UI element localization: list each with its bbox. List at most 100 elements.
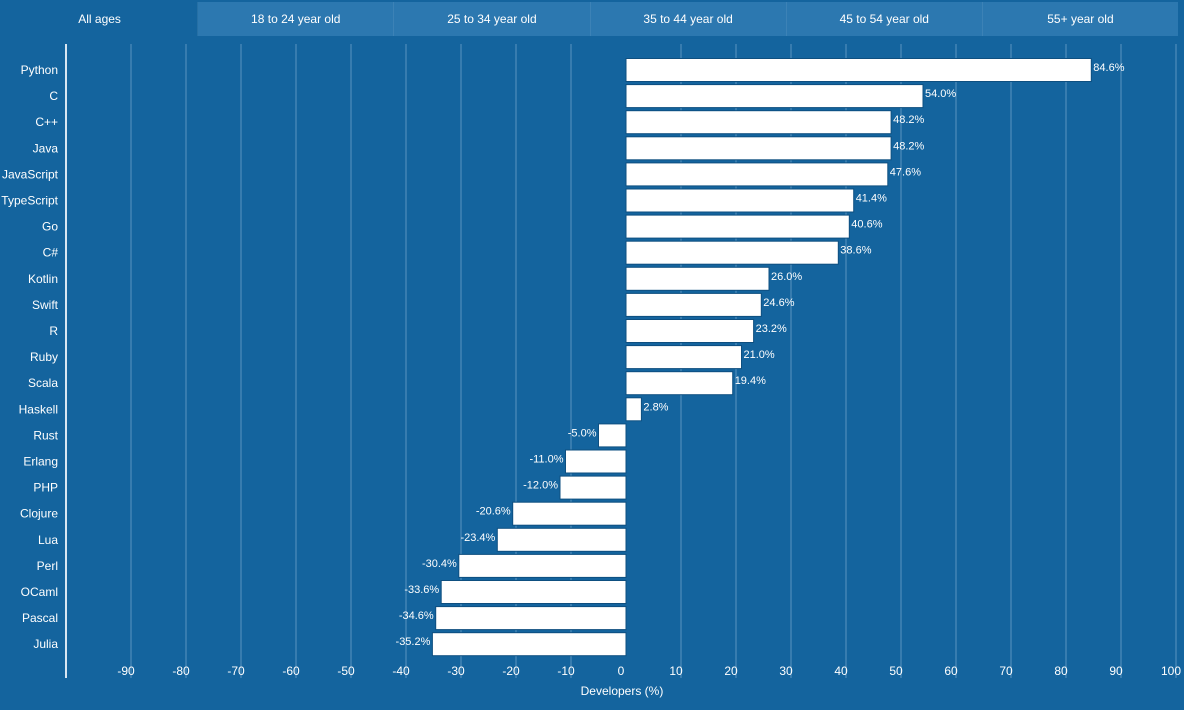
x-tick-label: 10	[669, 664, 683, 678]
category-label: Ruby	[30, 350, 58, 364]
bar[interactable]	[625, 266, 770, 291]
data-label: 54.0%	[925, 88, 956, 100]
category-label: C#	[43, 246, 59, 260]
category-label: OCaml	[21, 585, 58, 599]
data-label: 48.2%	[893, 140, 924, 152]
bar[interactable]	[431, 632, 627, 657]
category-label: Perl	[37, 559, 58, 573]
x-tick-label: -70	[227, 664, 245, 678]
bar[interactable]	[625, 240, 839, 265]
category-label: Clojure	[20, 507, 58, 521]
category-label: Kotlin	[28, 272, 58, 286]
category-label: Erlang	[23, 455, 58, 469]
category-label: Go	[42, 220, 58, 234]
bar[interactable]	[625, 292, 762, 317]
category-label: C++	[35, 115, 58, 129]
x-tick-label: -40	[392, 664, 410, 678]
category-label: Pascal	[22, 611, 58, 625]
data-label: 26.0%	[771, 271, 802, 283]
category-label: Lua	[38, 533, 58, 547]
x-tick-label: 0	[618, 664, 625, 678]
data-label: 38.6%	[840, 245, 871, 257]
data-label: -20.6%	[476, 506, 511, 518]
x-tick-label: 100	[1161, 664, 1181, 678]
tab-25-to-34[interactable]: 25 to 34 year old	[394, 2, 591, 36]
category-label: R	[49, 324, 58, 338]
age-tab-bar: All ages 18 to 24 year old 25 to 34 year…	[2, 2, 1178, 36]
data-label: -12.0%	[523, 480, 558, 492]
data-label: 23.2%	[756, 323, 787, 335]
category-label: Java	[33, 141, 59, 155]
bar[interactable]	[625, 162, 889, 187]
data-label: 24.6%	[763, 297, 794, 309]
x-tick-label: 90	[1109, 664, 1123, 678]
category-label: Scala	[28, 376, 58, 390]
tab-55-plus[interactable]: 55+ year old	[1047, 12, 1114, 26]
category-label: Haskell	[19, 402, 58, 416]
data-label: -5.0%	[568, 427, 597, 439]
data-label: 19.4%	[735, 375, 766, 387]
category-label: TypeScript	[1, 194, 58, 208]
bar[interactable]	[598, 423, 627, 448]
bar[interactable]	[625, 58, 1092, 82]
bar[interactable]	[625, 371, 734, 396]
bar[interactable]	[625, 319, 755, 343]
tab-35-to-44[interactable]: 35 to 44 year old	[591, 2, 787, 36]
x-tick-label: -80	[172, 664, 190, 678]
bars: 84.6% 54.0% 48.2% 48.2% 47.6% 41.4% 40.6% 38.6%…	[396, 58, 1125, 657]
data-label: 2.8%	[643, 401, 668, 413]
bar[interactable]	[435, 606, 627, 631]
x-tick-label: 50	[889, 664, 903, 678]
x-tick-label: 30	[779, 664, 793, 678]
data-label: 84.6%	[1093, 62, 1124, 74]
bar[interactable]	[625, 110, 892, 135]
data-label: -35.2%	[396, 636, 431, 648]
data-label: -34.6%	[399, 610, 434, 622]
data-label: 47.6%	[890, 166, 921, 178]
x-tick-label: -20	[502, 664, 520, 678]
category-labels: Python C C++ Java JavaScript TypeScript Go C# Ko…	[1, 63, 58, 651]
category-label: Python	[21, 63, 58, 77]
category-label: Julia	[33, 637, 58, 651]
bar[interactable]	[512, 501, 627, 526]
bar[interactable]	[625, 84, 924, 109]
bar[interactable]	[565, 449, 627, 474]
data-label: 21.0%	[744, 349, 775, 361]
bar[interactable]	[625, 136, 892, 161]
data-label: -11.0%	[529, 454, 563, 466]
bar[interactable]	[625, 345, 742, 370]
data-label: 48.2%	[893, 114, 924, 126]
data-label: -23.4%	[460, 532, 495, 544]
bar[interactable]	[559, 475, 627, 500]
category-label: PHP	[33, 481, 58, 495]
tab-18-to-24[interactable]: 18 to 24 year old	[198, 2, 395, 36]
bar[interactable]	[440, 580, 627, 604]
x-tick-label: 60	[944, 664, 958, 678]
category-label: C	[49, 89, 58, 103]
x-axis-title: Developers (%)	[581, 684, 664, 698]
category-label: Swift	[32, 298, 59, 312]
x-tick-label: -90	[117, 664, 135, 678]
data-label: -30.4%	[422, 558, 457, 570]
x-tick-label: 70	[999, 664, 1013, 678]
x-tick-label: -10	[557, 664, 575, 678]
tab-all-ages[interactable]: All ages	[2, 2, 199, 36]
data-label: 41.4%	[856, 193, 887, 205]
bar[interactable]	[625, 214, 850, 239]
category-label: JavaScript	[2, 167, 59, 181]
category-label: Rust	[33, 428, 58, 442]
tab-45-to-54[interactable]: 45 to 54 year old	[787, 2, 983, 36]
bar[interactable]	[458, 553, 627, 578]
x-tick-labels: -90 -80 -70 -60 -50 -40 -30 -20 -10 0 10 20 30 40 50 60…	[117, 664, 1181, 678]
x-tick-label: -60	[282, 664, 300, 678]
bar[interactable]	[625, 188, 855, 213]
data-label: -33.6%	[404, 584, 439, 596]
x-tick-label: 40	[834, 664, 848, 678]
bar[interactable]	[625, 397, 642, 422]
x-tick-label: 20	[724, 664, 738, 678]
bar[interactable]	[496, 527, 627, 552]
data-label: 40.6%	[851, 219, 882, 231]
x-tick-label: -50	[337, 664, 355, 678]
x-tick-label: 80	[1054, 664, 1068, 678]
